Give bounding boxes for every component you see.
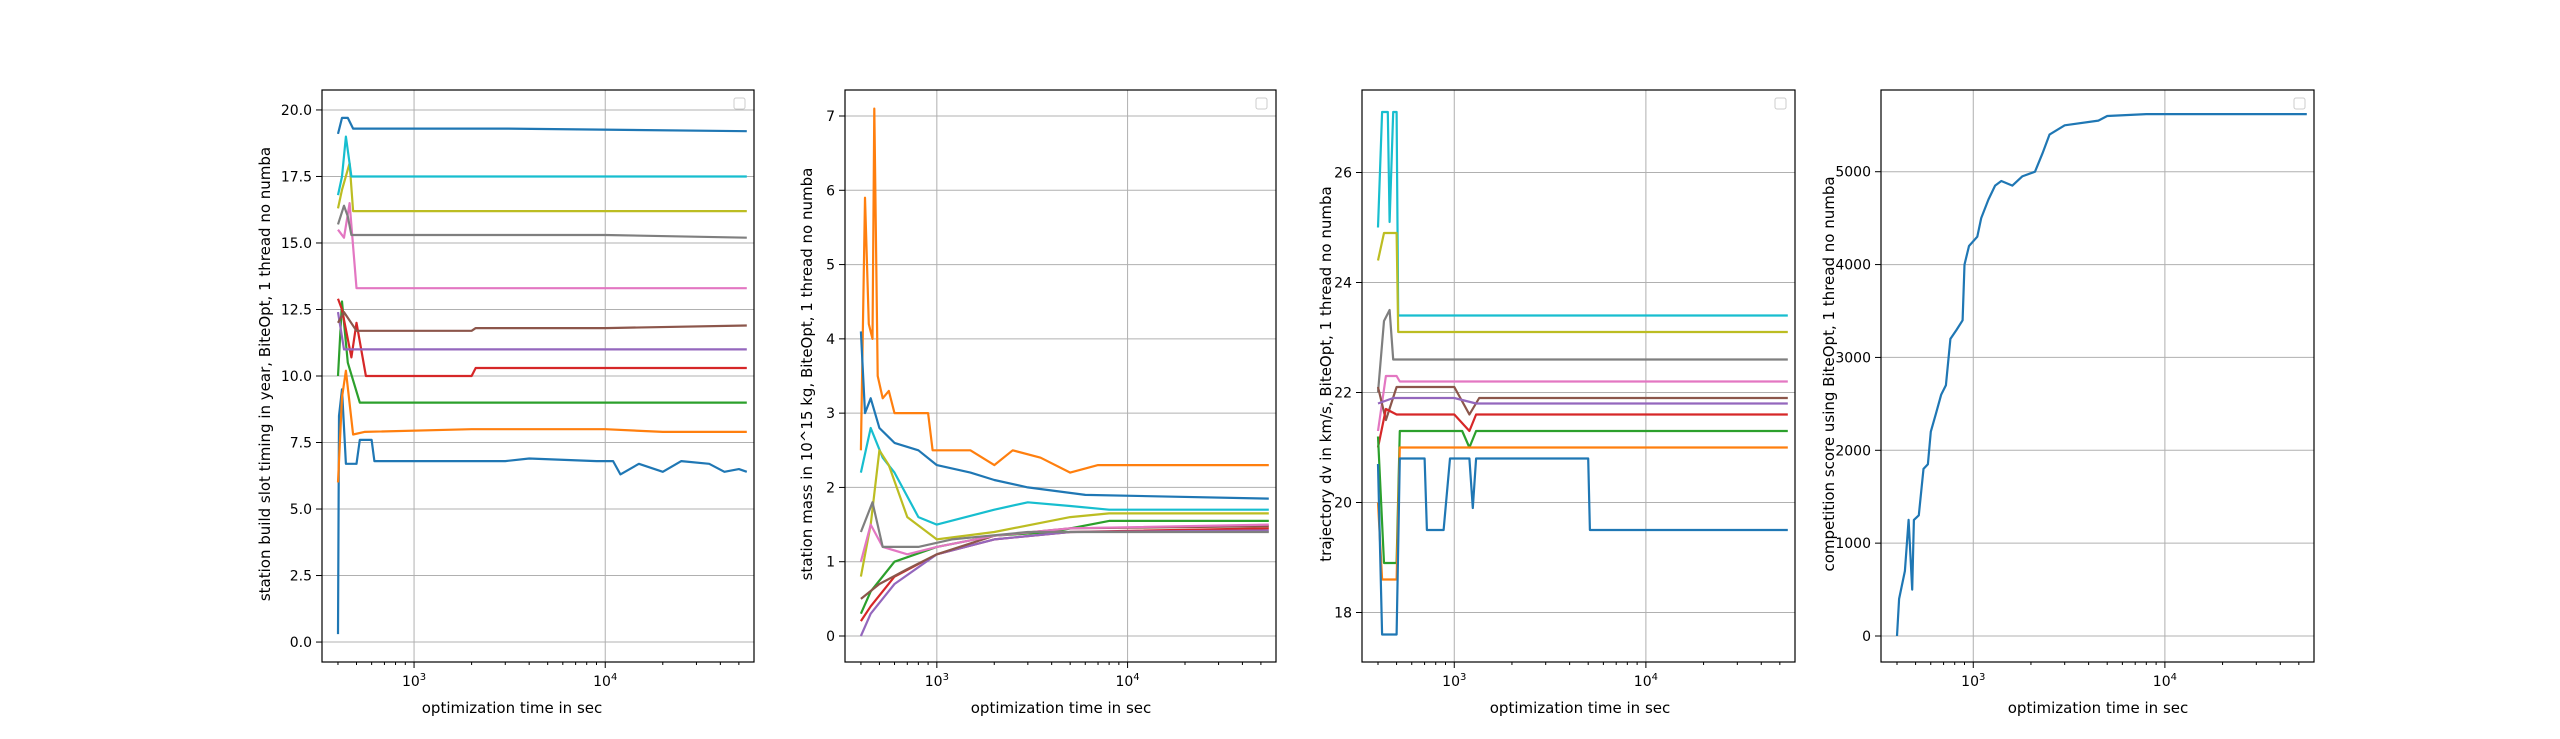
series-line-9 <box>336 135 747 196</box>
y-tick-label: 24 <box>1334 276 1352 292</box>
series-line-3 <box>336 298 747 378</box>
y-tick-label: 20.0 <box>281 103 312 119</box>
series-line-2 <box>1376 308 1788 393</box>
panel-3-ylabel: competition score using BiteOpt, 1 threa… <box>1820 176 1838 571</box>
axes-frame <box>1880 89 2315 663</box>
y-tick-label: 15.0 <box>281 236 312 252</box>
series-line-6 <box>337 202 747 290</box>
legend-box <box>733 97 746 110</box>
series-line-7 <box>1376 429 1788 565</box>
panel-trajectory-dv: optimization time in sec trajectory dv i… <box>1317 89 1796 717</box>
x-tick-label: 104 <box>2153 672 2177 690</box>
series-line-4 <box>336 311 747 351</box>
panel-2-xlabel: optimization time in sec <box>1490 699 1670 717</box>
series-line-7 <box>860 525 1269 600</box>
y-tick-label: 26 <box>1334 166 1352 182</box>
series-line-2 <box>336 300 747 404</box>
legend-box <box>1774 97 1787 110</box>
y-tick-label: 2.5 <box>290 569 312 585</box>
y-tick-label: 10.0 <box>281 369 312 385</box>
series-line-1 <box>336 369 747 483</box>
y-tick-label: 7.5 <box>290 436 312 452</box>
y-tick-label: 18 <box>1334 606 1352 622</box>
series-line-5 <box>1377 396 1788 405</box>
series-line-3 <box>1376 374 1788 432</box>
y-tick-label: 6 <box>826 183 835 199</box>
y-tick-label: 5.0 <box>290 502 312 518</box>
legend-box <box>2293 97 2306 110</box>
axes-frame <box>1361 89 1796 663</box>
y-tick-label: 1 <box>826 555 835 571</box>
series-line-1 <box>859 331 1269 500</box>
y-tick-label: 2000 <box>1835 443 1871 459</box>
y-tick-label: 1000 <box>1835 536 1871 552</box>
series-line-8 <box>336 162 747 213</box>
y-tick-label: 0 <box>1862 629 1871 645</box>
series-line-6 <box>1376 407 1788 448</box>
legend-box <box>1255 97 1268 110</box>
series-line-2 <box>859 426 1269 526</box>
series-line-0 <box>1376 110 1788 317</box>
y-tick-label: 4 <box>826 332 835 348</box>
y-tick-label: 3000 <box>1835 350 1871 366</box>
x-tick-label: 104 <box>1634 672 1658 690</box>
y-tick-label: 0 <box>826 629 835 645</box>
panel-competition-score: optimization time in sec competition sco… <box>1820 89 2315 717</box>
series-line-3 <box>859 449 1269 577</box>
panel-station-build-slot-timing: optimization time in sec station build s… <box>256 89 755 717</box>
series-line-9 <box>859 501 1269 548</box>
y-tick-label: 7 <box>826 109 835 125</box>
series-line-9 <box>1376 457 1788 636</box>
y-tick-label: 22 <box>1334 386 1352 402</box>
y-tick-label: 4000 <box>1835 258 1871 274</box>
y-tick-label: 2 <box>826 480 835 496</box>
x-tick-label: 103 <box>402 672 426 690</box>
axes-frame <box>844 89 1277 663</box>
series-line-0 <box>859 107 1269 474</box>
y-tick-label: 12.5 <box>281 302 312 318</box>
series-line-0 <box>336 388 748 635</box>
panel-station-mass: optimization time in sec station mass in… <box>798 89 1277 717</box>
panel-1-xlabel: optimization time in sec <box>971 699 1151 717</box>
panel-2-ylabel: trajectory dv in km/s, BiteOpt, 1 thread… <box>1317 186 1335 561</box>
series-line-5 <box>859 527 1269 622</box>
x-tick-label: 103 <box>925 672 949 690</box>
y-tick-label: 5 <box>826 258 835 274</box>
panel-0-ylabel: station build slot timing in year, BiteO… <box>256 147 274 601</box>
panel-1-ylabel: station mass in 10^15 kg, BiteOpt, 1 thr… <box>798 168 816 581</box>
series-line-1 <box>1376 231 1788 334</box>
panel-0-xlabel: optimization time in sec <box>422 699 602 717</box>
y-tick-label: 3 <box>826 406 835 422</box>
y-tick-label: 17.5 <box>281 169 312 185</box>
series-line-5 <box>337 311 747 332</box>
series-line-4 <box>859 519 1269 615</box>
x-tick-label: 103 <box>1442 672 1466 690</box>
y-tick-label: 20 <box>1334 496 1352 512</box>
panel-3-xlabel: optimization time in sec <box>2008 699 2188 717</box>
series-line-7 <box>336 204 747 239</box>
x-tick-label: 104 <box>593 672 617 690</box>
series-line-0 <box>1895 113 2307 637</box>
series-line-8 <box>1376 446 1788 581</box>
y-tick-label: 5000 <box>1835 165 1871 181</box>
series-line-4 <box>1376 385 1788 422</box>
series-line-10 <box>336 116 747 135</box>
y-tick-label: 0.0 <box>290 635 312 651</box>
x-tick-label: 104 <box>1115 672 1139 690</box>
x-tick-label: 103 <box>1961 672 1985 690</box>
series-line-8 <box>859 523 1269 562</box>
